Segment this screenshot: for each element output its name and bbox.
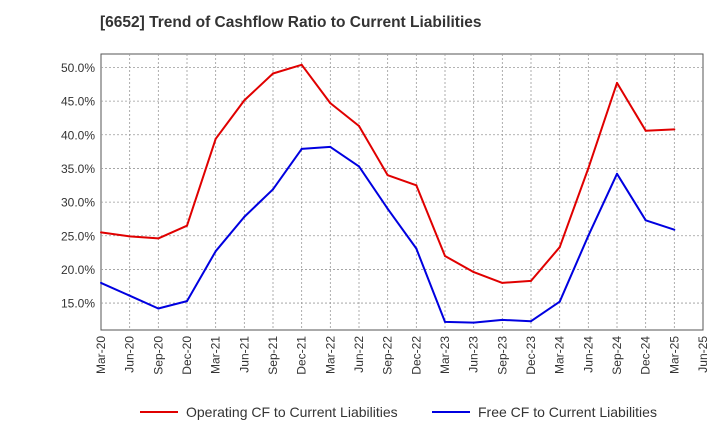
data-point-free-cf [100,281,102,284]
data-point-operating-cf [386,174,389,177]
data-point-free-cf [644,219,647,222]
data-point-operating-cf [558,246,561,249]
x-tick-label: Mar-23 [438,336,452,374]
data-point-free-cf [616,172,618,175]
data-point-operating-cf [214,137,217,140]
x-tick-label: Sep-22 [381,336,395,375]
y-tick-label: 45.0% [61,95,95,109]
y-tick-label: 15.0% [61,297,95,311]
chart-title: [6652] Trend of Cashflow Ratio to Curren… [100,14,482,31]
data-point-free-cf [329,145,332,148]
x-tick-label: Mar-24 [553,336,567,374]
data-point-free-cf [300,147,303,150]
data-point-free-cf [558,300,561,303]
x-tick-label: Sep-20 [151,336,165,375]
data-point-operating-cf [186,224,188,227]
legend-swatch-operating-cf [140,411,178,413]
x-tick-label: Dec-20 [180,336,194,375]
x-tick-label: Sep-24 [610,336,624,375]
data-point-free-cf [186,300,188,303]
data-point-operating-cf [415,184,418,187]
x-tick-label: Jun-20 [123,336,137,373]
data-point-operating-cf [501,281,504,284]
data-point-free-cf [501,318,504,321]
y-tick-label: 35.0% [61,162,95,176]
x-tick-label: Mar-25 [667,336,681,374]
data-point-free-cf [386,207,389,210]
x-tick-label: Dec-24 [639,336,653,375]
y-tick-label: 25.0% [61,229,95,243]
data-point-free-cf [358,165,360,168]
legend-item-free-cf: Free CF to Current Liabilities [432,404,657,420]
data-point-operating-cf [358,125,360,128]
data-point-free-cf [472,321,475,324]
data-point-operating-cf [444,254,446,257]
y-tick-label: 40.0% [61,128,95,142]
x-tick-label: Dec-22 [409,336,423,375]
y-tick-label: 30.0% [61,196,95,210]
data-point-free-cf [530,320,532,323]
legend-label-operating-cf: Operating CF to Current Liabilities [186,404,398,420]
data-point-free-cf [214,250,217,253]
data-point-operating-cf [157,237,160,240]
x-tick-label: Dec-21 [295,336,309,375]
x-tick-label: Dec-23 [524,336,538,375]
plot-area [100,53,704,331]
data-point-operating-cf [243,99,246,102]
x-tick-label: Sep-23 [495,336,509,375]
data-point-operating-cf [100,231,102,234]
x-tick-label: Jun-22 [352,336,366,373]
x-tick-label: Jun-21 [237,336,251,373]
y-tick-label: 20.0% [61,263,95,277]
data-point-operating-cf [300,63,303,66]
data-point-operating-cf [587,167,590,170]
data-point-operating-cf [673,128,676,131]
x-tick-label: Jun-23 [467,336,481,373]
x-tick-label: Mar-22 [323,336,337,374]
data-point-free-cf [673,228,676,231]
legend-item-operating-cf: Operating CF to Current Liabilities [140,404,398,420]
data-point-operating-cf [644,129,647,132]
x-tick-label: Mar-21 [209,336,223,374]
data-point-operating-cf [128,235,131,238]
data-point-free-cf [415,247,418,250]
data-point-free-cf [128,294,131,297]
legend: Operating CF to Current Liabilities Free… [0,404,720,426]
y-tick-label: 50.0% [61,61,95,75]
data-point-operating-cf [530,279,532,282]
data-point-free-cf [272,188,274,191]
x-tick-label: Jun-25 [696,336,710,373]
legend-swatch-free-cf [432,411,470,413]
data-point-operating-cf [616,81,618,84]
data-point-free-cf [157,307,160,310]
x-tick-label: Sep-21 [266,336,280,375]
x-tick-label: Jun-24 [581,336,595,373]
x-tick-label: Mar-20 [94,336,108,374]
data-point-free-cf [243,215,246,218]
data-point-operating-cf [329,102,332,105]
data-point-operating-cf [472,271,475,274]
legend-label-free-cf: Free CF to Current Liabilities [478,404,657,420]
data-point-free-cf [444,320,446,323]
data-point-operating-cf [272,72,274,75]
data-point-free-cf [587,234,590,237]
